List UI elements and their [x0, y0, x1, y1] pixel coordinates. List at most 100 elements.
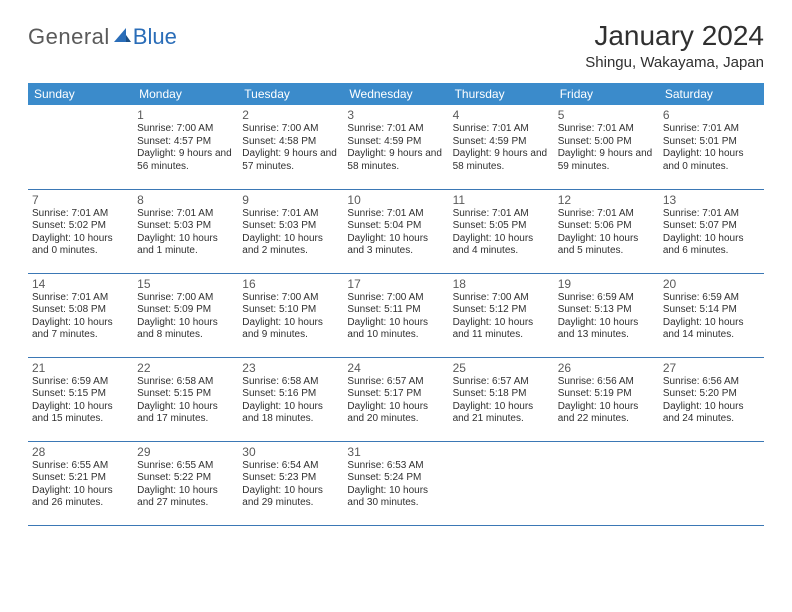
sunset-line: Sunset: 5:19 PM [558, 388, 655, 401]
sunrise-line: Sunrise: 6:58 AM [137, 376, 234, 389]
day-number: 31 [347, 445, 444, 459]
day-number: 1 [137, 108, 234, 122]
daylight-line: Daylight: 10 hours and 3 minutes. [347, 233, 444, 258]
day-number: 5 [558, 108, 655, 122]
daylight-line: Daylight: 10 hours and 17 minutes. [137, 401, 234, 426]
sunrise-line: Sunrise: 6:55 AM [137, 460, 234, 473]
sunrise-line: Sunrise: 7:01 AM [663, 123, 760, 136]
daylight-line: Daylight: 10 hours and 18 minutes. [242, 401, 339, 426]
calendar-day-cell: 3Sunrise: 7:01 AMSunset: 4:59 PMDaylight… [343, 105, 448, 189]
daylight-line: Daylight: 10 hours and 7 minutes. [32, 317, 129, 342]
daylight-line: Daylight: 10 hours and 8 minutes. [137, 317, 234, 342]
sunrise-line: Sunrise: 7:01 AM [453, 208, 550, 221]
daylight-line: Daylight: 10 hours and 11 minutes. [453, 317, 550, 342]
sunset-line: Sunset: 4:57 PM [137, 136, 234, 149]
sunset-line: Sunset: 5:24 PM [347, 472, 444, 485]
day-number: 28 [32, 445, 129, 459]
sunrise-line: Sunrise: 6:58 AM [242, 376, 339, 389]
day-number: 8 [137, 193, 234, 207]
calendar-day-cell: 13Sunrise: 7:01 AMSunset: 5:07 PMDayligh… [659, 189, 764, 273]
sunset-line: Sunset: 5:07 PM [663, 220, 760, 233]
sunset-line: Sunset: 5:17 PM [347, 388, 444, 401]
calendar-day-cell: 12Sunrise: 7:01 AMSunset: 5:06 PMDayligh… [554, 189, 659, 273]
day-number: 21 [32, 361, 129, 375]
day-number: 22 [137, 361, 234, 375]
daylight-line: Daylight: 10 hours and 14 minutes. [663, 317, 760, 342]
calendar-day-cell: 29Sunrise: 6:55 AMSunset: 5:22 PMDayligh… [133, 441, 238, 525]
day-number: 7 [32, 193, 129, 207]
sunrise-line: Sunrise: 7:00 AM [347, 292, 444, 305]
sunrise-line: Sunrise: 7:00 AM [137, 123, 234, 136]
calendar-day-cell: 9Sunrise: 7:01 AMSunset: 5:03 PMDaylight… [238, 189, 343, 273]
sunset-line: Sunset: 5:12 PM [453, 304, 550, 317]
sunrise-line: Sunrise: 7:01 AM [558, 208, 655, 221]
calendar-day-cell: 4Sunrise: 7:01 AMSunset: 4:59 PMDaylight… [449, 105, 554, 189]
day-number: 25 [453, 361, 550, 375]
daylight-line: Daylight: 9 hours and 59 minutes. [558, 148, 655, 173]
calendar-day-cell: 24Sunrise: 6:57 AMSunset: 5:17 PMDayligh… [343, 357, 448, 441]
calendar-day-cell: 23Sunrise: 6:58 AMSunset: 5:16 PMDayligh… [238, 357, 343, 441]
sunrise-line: Sunrise: 7:01 AM [347, 208, 444, 221]
day-number: 24 [347, 361, 444, 375]
sunset-line: Sunset: 5:03 PM [137, 220, 234, 233]
day-header: Saturday [659, 83, 764, 105]
calendar-week-row: 14Sunrise: 7:01 AMSunset: 5:08 PMDayligh… [28, 273, 764, 357]
sunrise-line: Sunrise: 6:56 AM [663, 376, 760, 389]
day-number: 18 [453, 277, 550, 291]
sunset-line: Sunset: 4:58 PM [242, 136, 339, 149]
sunrise-line: Sunrise: 7:00 AM [137, 292, 234, 305]
sunrise-line: Sunrise: 6:54 AM [242, 460, 339, 473]
calendar-day-cell: 11Sunrise: 7:01 AMSunset: 5:05 PMDayligh… [449, 189, 554, 273]
daylight-line: Daylight: 10 hours and 0 minutes. [663, 148, 760, 173]
day-number: 15 [137, 277, 234, 291]
day-number: 14 [32, 277, 129, 291]
calendar-day-cell [659, 441, 764, 525]
sunset-line: Sunset: 5:02 PM [32, 220, 129, 233]
calendar-day-cell: 26Sunrise: 6:56 AMSunset: 5:19 PMDayligh… [554, 357, 659, 441]
sunset-line: Sunset: 5:04 PM [347, 220, 444, 233]
calendar-day-cell: 22Sunrise: 6:58 AMSunset: 5:15 PMDayligh… [133, 357, 238, 441]
sunset-line: Sunset: 5:03 PM [242, 220, 339, 233]
day-number: 16 [242, 277, 339, 291]
calendar-day-cell: 1Sunrise: 7:00 AMSunset: 4:57 PMDaylight… [133, 105, 238, 189]
day-number: 11 [453, 193, 550, 207]
sunset-line: Sunset: 5:08 PM [32, 304, 129, 317]
daylight-line: Daylight: 10 hours and 0 minutes. [32, 233, 129, 258]
daylight-line: Daylight: 10 hours and 1 minute. [137, 233, 234, 258]
day-number: 4 [453, 108, 550, 122]
sunset-line: Sunset: 5:23 PM [242, 472, 339, 485]
day-number: 17 [347, 277, 444, 291]
month-title: January 2024 [585, 20, 764, 52]
sunset-line: Sunset: 5:21 PM [32, 472, 129, 485]
sunrise-line: Sunrise: 7:01 AM [242, 208, 339, 221]
logo-text-general: General [28, 24, 110, 50]
daylight-line: Daylight: 9 hours and 58 minutes. [347, 148, 444, 173]
sunrise-line: Sunrise: 6:57 AM [347, 376, 444, 389]
sunrise-line: Sunrise: 7:01 AM [32, 292, 129, 305]
sunrise-line: Sunrise: 7:01 AM [137, 208, 234, 221]
day-number: 2 [242, 108, 339, 122]
daylight-line: Daylight: 10 hours and 10 minutes. [347, 317, 444, 342]
daylight-line: Daylight: 10 hours and 4 minutes. [453, 233, 550, 258]
calendar-day-cell: 18Sunrise: 7:00 AMSunset: 5:12 PMDayligh… [449, 273, 554, 357]
daylight-line: Daylight: 9 hours and 58 minutes. [453, 148, 550, 173]
calendar-day-cell: 17Sunrise: 7:00 AMSunset: 5:11 PMDayligh… [343, 273, 448, 357]
calendar-day-cell: 7Sunrise: 7:01 AMSunset: 5:02 PMDaylight… [28, 189, 133, 273]
calendar-day-cell [554, 441, 659, 525]
calendar-week-row: 21Sunrise: 6:59 AMSunset: 5:15 PMDayligh… [28, 357, 764, 441]
sunset-line: Sunset: 5:00 PM [558, 136, 655, 149]
sunset-line: Sunset: 5:18 PM [453, 388, 550, 401]
daylight-line: Daylight: 10 hours and 24 minutes. [663, 401, 760, 426]
calendar-day-cell: 10Sunrise: 7:01 AMSunset: 5:04 PMDayligh… [343, 189, 448, 273]
daylight-line: Daylight: 10 hours and 15 minutes. [32, 401, 129, 426]
logo-text-blue: Blue [133, 24, 177, 50]
day-number: 6 [663, 108, 760, 122]
calendar-day-cell: 20Sunrise: 6:59 AMSunset: 5:14 PMDayligh… [659, 273, 764, 357]
sunset-line: Sunset: 5:14 PM [663, 304, 760, 317]
sunrise-line: Sunrise: 6:55 AM [32, 460, 129, 473]
day-number: 29 [137, 445, 234, 459]
logo: General Blue [28, 24, 177, 50]
day-number: 30 [242, 445, 339, 459]
sunset-line: Sunset: 5:15 PM [32, 388, 129, 401]
sunset-line: Sunset: 5:13 PM [558, 304, 655, 317]
